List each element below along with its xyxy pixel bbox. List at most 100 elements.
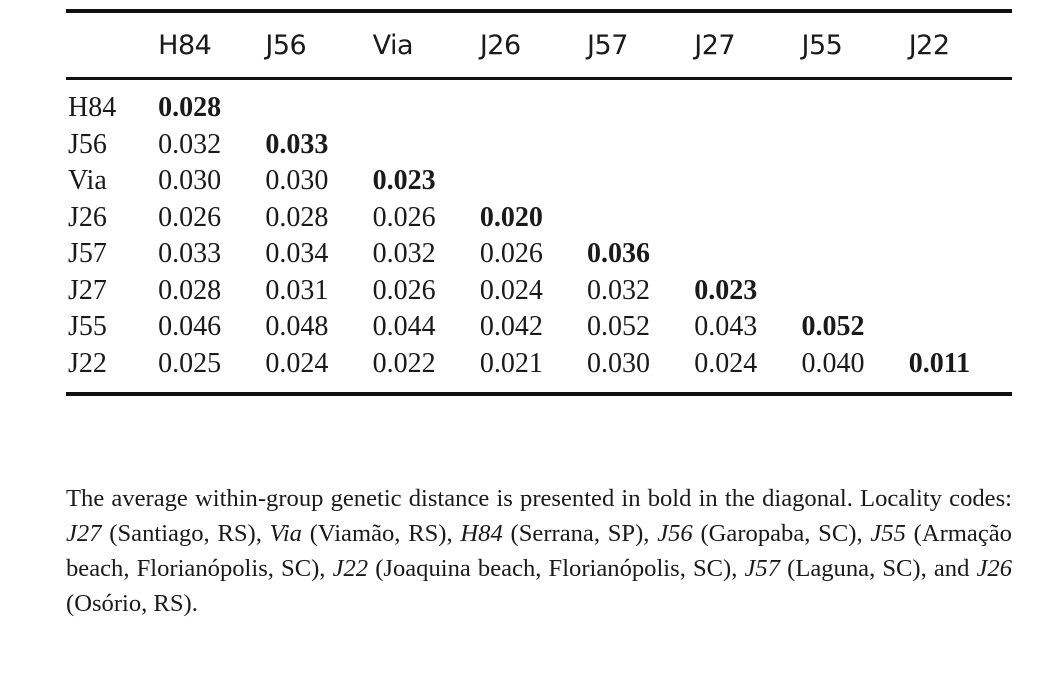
distance-cell: 0.026	[372, 274, 436, 306]
locality-code: Via	[269, 519, 302, 547]
caption-text: (Osório, RS).	[66, 589, 198, 617]
distance-cell: 0.044	[372, 311, 436, 343]
distance-cell: 0.030	[587, 347, 651, 379]
row-label: Via	[68, 165, 107, 197]
distance-cell: 0.028	[158, 274, 222, 306]
table-caption: The average within-group genetic distanc…	[66, 481, 1012, 621]
table-row: J57 0.033 0.034 0.032 0.026 0.036	[66, 236, 1012, 273]
empty-cell	[369, 79, 476, 127]
table-row: Via 0.030 0.030 0.023	[66, 163, 1012, 200]
empty-cell	[583, 163, 690, 200]
distance-cell: 0.024	[694, 347, 758, 379]
table-header: H84 J56 Via J26 J57 J27 J55 J22	[66, 11, 1012, 79]
locality-code: J56	[657, 519, 693, 547]
empty-cell	[797, 163, 904, 200]
empty-cell	[905, 163, 1012, 200]
row-label: J27	[68, 274, 107, 306]
row-label: J57	[68, 238, 107, 270]
distance-cell: 0.030	[265, 165, 329, 197]
diagonal-cell: 0.020	[479, 201, 543, 233]
empty-cell	[583, 127, 690, 164]
distance-cell: 0.026	[158, 201, 222, 233]
distance-cell: 0.021	[479, 347, 543, 379]
empty-cell	[797, 127, 904, 164]
distance-cell: 0.040	[801, 347, 865, 379]
row-label: J26	[68, 201, 107, 233]
caption-text: (Laguna, SC), and	[780, 554, 977, 582]
table-row: J26 0.026 0.028 0.026 0.020	[66, 200, 1012, 237]
caption-text: (Santiago, RS),	[101, 519, 270, 547]
empty-cell	[797, 79, 904, 127]
row-label: J56	[68, 128, 107, 160]
column-header: J55	[801, 29, 843, 61]
distance-cell: 0.025	[158, 347, 222, 379]
column-header: J27	[694, 29, 736, 61]
distance-cell: 0.031	[265, 274, 329, 306]
empty-cell	[797, 236, 904, 273]
table-row: J56 0.032 0.033	[66, 127, 1012, 164]
distance-cell: 0.034	[265, 238, 329, 270]
empty-cell	[476, 127, 583, 164]
distance-cell: 0.024	[265, 347, 329, 379]
locality-code: J55	[870, 519, 906, 547]
empty-cell	[261, 79, 368, 127]
caption-text: (Garopaba, SC),	[692, 519, 871, 547]
distance-cell: 0.024	[479, 274, 543, 306]
genetic-distance-table: H84 J56 Via J26 J57 J27 J55 J22 H84 0.02…	[66, 9, 1012, 396]
diagonal-cell: 0.011	[908, 347, 971, 379]
distance-cell: 0.026	[372, 201, 436, 233]
distance-cell: 0.030	[158, 165, 222, 197]
distance-cell: 0.032	[587, 274, 651, 306]
distance-cell: 0.046	[158, 311, 222, 343]
caption-text: The average within-group genetic distanc…	[66, 484, 1012, 512]
empty-cell	[905, 273, 1012, 310]
empty-cell	[476, 79, 583, 127]
distance-cell: 0.026	[479, 238, 543, 270]
diagonal-cell: 0.052	[801, 311, 865, 343]
caption-text: (Armação beach, Florianópolis, SC),	[66, 519, 1012, 582]
distance-cell: 0.028	[265, 201, 329, 233]
caption-text: (Serrana, SP),	[502, 519, 658, 547]
column-header: J22	[908, 29, 950, 61]
column-header: J56	[265, 29, 307, 61]
diagonal-cell: 0.023	[372, 165, 436, 197]
distance-cell: 0.032	[158, 128, 222, 160]
diagonal-cell: 0.033	[265, 128, 329, 160]
empty-cell	[797, 200, 904, 237]
empty-cell	[583, 79, 690, 127]
row-label: J55	[68, 311, 107, 343]
empty-cell	[583, 200, 690, 237]
empty-cell	[905, 309, 1012, 346]
row-label: J22	[68, 347, 107, 379]
column-header: H84	[158, 29, 212, 61]
table-row: J55 0.046 0.048 0.044 0.042 0.052 0.043 …	[66, 309, 1012, 346]
column-header: J57	[587, 29, 628, 61]
distance-cell: 0.022	[372, 347, 436, 379]
empty-cell	[690, 127, 797, 164]
distance-cell: 0.032	[372, 238, 436, 270]
distance-cell: 0.043	[694, 311, 758, 343]
empty-cell	[797, 273, 904, 310]
empty-cell	[905, 79, 1012, 127]
diagonal-cell: 0.023	[694, 274, 758, 306]
table-row: H84 0.028	[66, 79, 1012, 127]
column-header: J26	[479, 29, 521, 61]
locality-code: J57	[744, 554, 781, 582]
locality-code: H84	[460, 519, 503, 547]
caption-text: (Viamão, RS),	[301, 519, 461, 547]
distance-cell: 0.052	[587, 311, 651, 343]
locality-code: J26	[976, 554, 1012, 582]
distance-table-container: H84 J56 Via J26 J57 J27 J55 J22 H84 0.02…	[66, 9, 1012, 396]
diagonal-cell: 0.036	[587, 238, 651, 270]
distance-cell: 0.048	[265, 311, 329, 343]
table-body: H84 0.028 J56 0.032 0.033	[66, 79, 1012, 394]
empty-cell	[690, 79, 797, 127]
empty-cell	[905, 236, 1012, 273]
table-row: J27 0.028 0.031 0.026 0.024 0.032 0.023	[66, 273, 1012, 310]
header-row: H84 J56 Via J26 J57 J27 J55 J22	[66, 11, 1012, 79]
empty-cell	[476, 163, 583, 200]
empty-cell	[905, 200, 1012, 237]
empty-cell	[905, 127, 1012, 164]
diagonal-cell: 0.028	[158, 92, 222, 124]
distance-cell: 0.042	[479, 311, 543, 343]
